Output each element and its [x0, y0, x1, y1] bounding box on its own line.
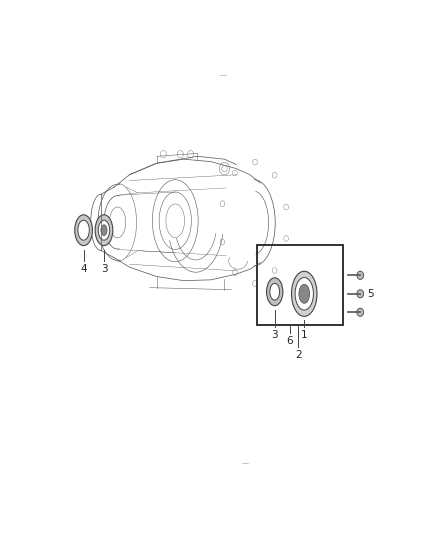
Text: 4: 4: [80, 264, 87, 274]
Circle shape: [357, 290, 364, 298]
Text: 2: 2: [295, 350, 301, 360]
Text: 1: 1: [301, 330, 307, 340]
Ellipse shape: [267, 278, 283, 306]
Ellipse shape: [98, 220, 110, 240]
Ellipse shape: [101, 225, 107, 236]
Circle shape: [357, 308, 364, 317]
Ellipse shape: [292, 271, 317, 317]
Ellipse shape: [295, 278, 314, 310]
Text: —: —: [241, 460, 248, 466]
Ellipse shape: [75, 215, 92, 246]
Text: 5: 5: [367, 289, 374, 299]
Ellipse shape: [95, 215, 113, 246]
Text: 3: 3: [272, 330, 278, 340]
Bar: [257, 245, 343, 325]
Ellipse shape: [270, 284, 279, 300]
Ellipse shape: [78, 220, 89, 240]
Ellipse shape: [299, 284, 310, 303]
Text: 6: 6: [287, 336, 293, 346]
Text: —: —: [219, 72, 226, 78]
Circle shape: [357, 271, 364, 279]
Text: 3: 3: [101, 264, 107, 274]
